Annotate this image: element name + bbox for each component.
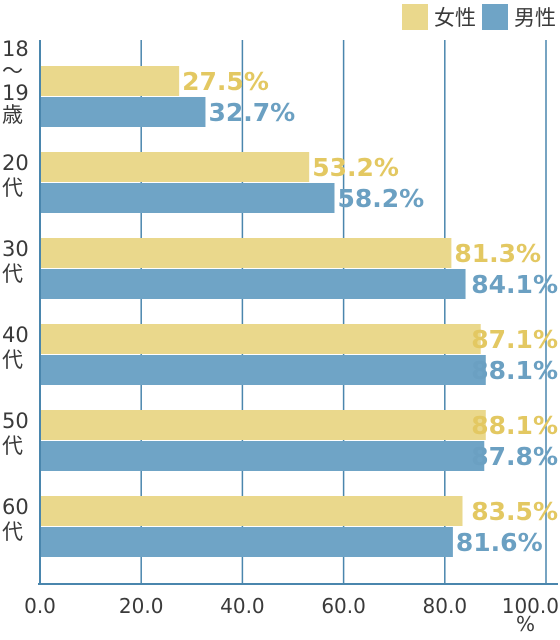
legend-label-female: 女性: [434, 6, 476, 30]
category-label: 代: [2, 348, 23, 372]
legend-swatch-female: [402, 4, 428, 30]
category-label: 40: [2, 323, 29, 347]
legend-swatch-male: [482, 4, 508, 30]
category-label: ～: [2, 59, 23, 83]
data-label-male: 81.6%: [456, 528, 543, 557]
bar-male: [40, 355, 486, 385]
x-tick-label: 40.0: [220, 594, 265, 618]
category-label: 代: [2, 176, 23, 200]
legend-label-male: 男性: [514, 6, 556, 30]
data-label-male: 88.1%: [471, 356, 558, 385]
chart-legend: 女性 男性: [402, 2, 556, 32]
data-label-female: 27.5%: [182, 67, 269, 96]
bar-male: [40, 527, 453, 557]
category-label: 代: [2, 520, 23, 544]
data-label-male: 87.8%: [471, 442, 558, 471]
bar-male: [40, 441, 485, 471]
bar-male: [40, 183, 335, 213]
x-tick-label: 80.0: [423, 594, 468, 618]
data-label-female: 81.3%: [454, 239, 541, 268]
category-label: 20: [2, 151, 29, 175]
x-axis-unit: %: [516, 612, 536, 636]
data-label-female: 88.1%: [471, 411, 558, 440]
legend-item-male: 男性: [482, 2, 556, 32]
category-label: 50: [2, 409, 29, 433]
bar-female: [40, 324, 481, 354]
legend-item-female: 女性: [402, 2, 476, 32]
x-tick-label: 0.0: [24, 594, 56, 618]
bar-female: [40, 496, 463, 526]
x-tick-label: 60.0: [321, 594, 366, 618]
data-label-female: 83.5%: [471, 497, 558, 526]
bar-female: [40, 152, 310, 182]
data-label-female: 87.1%: [471, 325, 558, 354]
data-label-male: 58.2%: [337, 184, 424, 213]
bar-male: [40, 97, 206, 127]
bar-female: [40, 410, 486, 440]
x-tick-label: 100.0: [502, 594, 559, 618]
category-label: 歳: [2, 103, 23, 127]
bar-female: [40, 238, 452, 268]
data-label-female: 53.2%: [312, 153, 399, 182]
x-tick-label: 20.0: [119, 594, 164, 618]
bar-male: [40, 269, 466, 299]
category-label: 代: [2, 434, 23, 458]
category-label: 19: [2, 81, 29, 105]
category-label: 代: [2, 262, 23, 286]
category-label: 30: [2, 237, 29, 261]
data-label-male: 32.7%: [208, 98, 295, 127]
data-label-male: 84.1%: [471, 270, 558, 299]
bar-female: [40, 66, 180, 96]
category-label: 60: [2, 495, 29, 519]
category-label: 18: [2, 37, 29, 61]
